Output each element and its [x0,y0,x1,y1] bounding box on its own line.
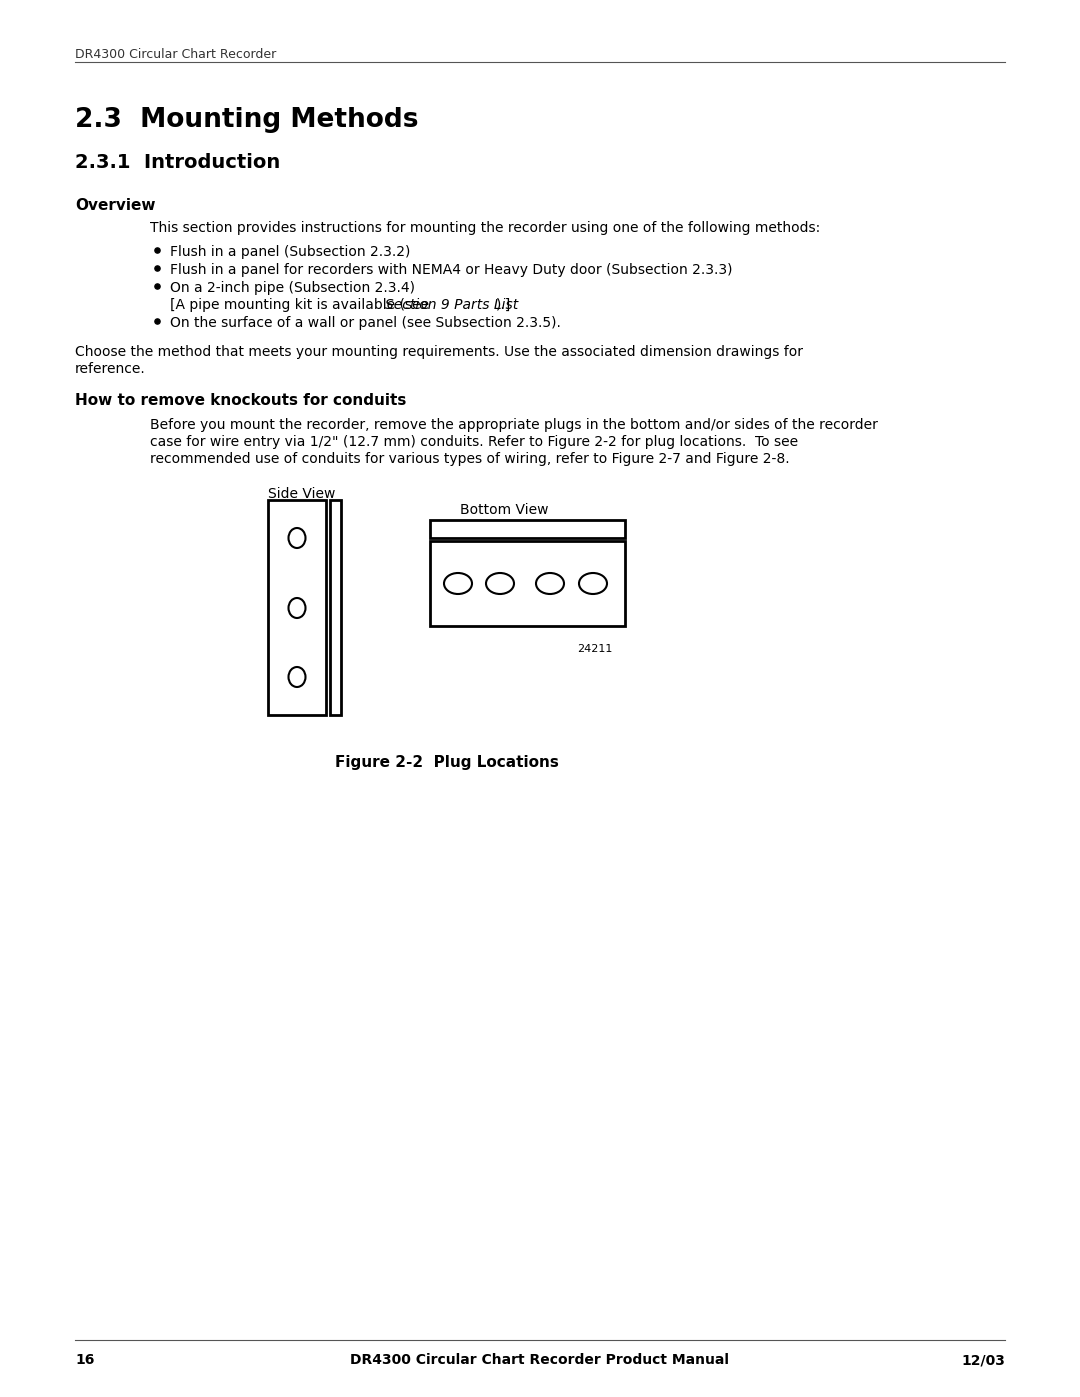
Text: 24211: 24211 [578,644,613,654]
Ellipse shape [486,573,514,594]
Text: reference.: reference. [75,362,146,376]
Text: recommended use of conduits for various types of wiring, refer to Figure 2-7 and: recommended use of conduits for various … [150,453,789,467]
Text: Figure 2-2  Plug Locations: Figure 2-2 Plug Locations [335,754,558,770]
Text: Overview: Overview [75,198,156,212]
Polygon shape [330,500,341,715]
Text: Flush in a panel (Subsection 2.3.2): Flush in a panel (Subsection 2.3.2) [170,244,410,258]
Ellipse shape [579,573,607,594]
Text: 12/03: 12/03 [961,1354,1005,1368]
Polygon shape [430,541,625,626]
Text: [A pipe mounting kit is available (see: [A pipe mounting kit is available (see [170,298,433,312]
Text: This section provides instructions for mounting the recorder using one of the fo: This section provides instructions for m… [150,221,820,235]
Point [148,239,165,261]
Polygon shape [268,500,326,715]
Text: 2.3.1  Introduction: 2.3.1 Introduction [75,154,280,172]
Text: ).]: ).] [496,298,511,312]
Polygon shape [430,520,625,538]
Text: How to remove knockouts for conduits: How to remove knockouts for conduits [75,393,406,408]
Text: case for wire entry via 1/2" (12.7 mm) conduits. Refer to Figure 2-2 for plug lo: case for wire entry via 1/2" (12.7 mm) c… [150,434,798,448]
Text: DR4300 Circular Chart Recorder: DR4300 Circular Chart Recorder [75,47,276,61]
Ellipse shape [288,666,306,687]
Text: 2.3  Mounting Methods: 2.3 Mounting Methods [75,108,419,133]
Text: Bottom View: Bottom View [460,503,549,517]
Point [148,257,165,279]
Ellipse shape [444,573,472,594]
Text: On the surface of a wall or panel (see Subsection 2.3.5).: On the surface of a wall or panel (see S… [170,316,561,330]
Ellipse shape [536,573,564,594]
Text: Section 9 Parts List: Section 9 Parts List [386,298,518,312]
Text: Before you mount the recorder, remove the appropriate plugs in the bottom and/or: Before you mount the recorder, remove th… [150,418,878,432]
Text: Flush in a panel for recorders with NEMA4 or Heavy Duty door (Subsection 2.3.3): Flush in a panel for recorders with NEMA… [170,263,732,277]
Ellipse shape [288,528,306,548]
Text: Choose the method that meets your mounting requirements. Use the associated dime: Choose the method that meets your mounti… [75,345,804,359]
Point [148,275,165,298]
Text: 16: 16 [75,1354,94,1368]
Ellipse shape [288,598,306,617]
Text: On a 2-inch pipe (Subsection 2.3.4): On a 2-inch pipe (Subsection 2.3.4) [170,281,415,295]
Text: Side View: Side View [268,488,336,502]
Point [148,310,165,332]
Text: DR4300 Circular Chart Recorder Product Manual: DR4300 Circular Chart Recorder Product M… [351,1354,729,1368]
